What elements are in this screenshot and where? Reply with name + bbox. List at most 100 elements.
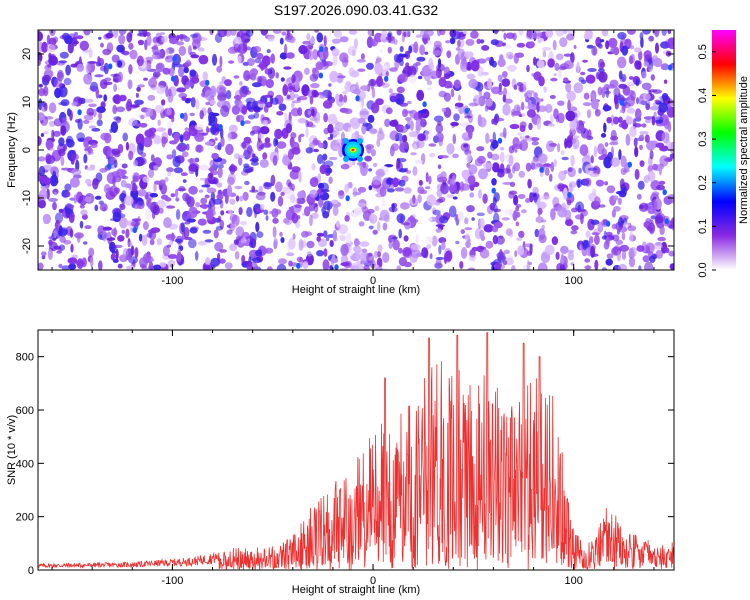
- heatmap-cell: [636, 245, 645, 252]
- heatmap-cell: [186, 196, 195, 208]
- heatmap-cell: [592, 188, 597, 196]
- heatmap-cell: [73, 194, 78, 204]
- heatmap-cell: [393, 53, 400, 63]
- heatmap-cell: [518, 30, 524, 36]
- heatmap-cell: [182, 130, 191, 141]
- heatmap-cell: [603, 83, 610, 91]
- heatmap-cell: [149, 239, 155, 246]
- heatmap-cell: [618, 149, 622, 161]
- heatmap-cell: [134, 123, 145, 127]
- heatmap-cell: [208, 201, 212, 212]
- heatmap-cell: [366, 36, 374, 49]
- heatmap-cell: [58, 208, 64, 213]
- heatmap-cell: [416, 56, 426, 62]
- heatmap-cell: [189, 51, 196, 57]
- heatmap-cell: [109, 241, 116, 253]
- heatmap-cell: [435, 224, 445, 228]
- heatmap-cell: [667, 64, 673, 71]
- heatmap-cell: [512, 210, 518, 222]
- heatmap-cell: [183, 66, 189, 74]
- heatmap-cell: [204, 141, 215, 146]
- heatmap-cell: [641, 123, 647, 128]
- heatmap-cell: [69, 197, 75, 201]
- heatmap-cell: [285, 32, 293, 41]
- heatmap-cell: [67, 41, 74, 54]
- heatmap-cell: [286, 94, 291, 100]
- heatmap-cell: [667, 104, 671, 109]
- heatmap-cell: [344, 215, 350, 222]
- heatmap-cell: [280, 237, 285, 243]
- heatmap-peak: [356, 138, 363, 144]
- heatmap-cell: [477, 155, 486, 164]
- heatmap-cell: [533, 92, 538, 99]
- heatmap-cell: [234, 153, 241, 160]
- heatmap-cell: [117, 71, 123, 83]
- heatmap-cell: [214, 137, 218, 141]
- heatmap-cell: [231, 214, 240, 227]
- heatmap-cell: [113, 116, 122, 121]
- heatmap-cell: [366, 62, 374, 70]
- heatmap-cell: [175, 209, 181, 220]
- heatmap-cell: [349, 246, 354, 257]
- heatmap-cell: [570, 154, 575, 167]
- heatmap-cell: [528, 30, 533, 39]
- heatmap-cell: [588, 236, 594, 244]
- heatmap-cell: [153, 264, 162, 270]
- heatmap-cell: [485, 97, 493, 107]
- heatmap-peak: [351, 148, 355, 152]
- heatmap-cell: [291, 147, 301, 155]
- heatmap-cell: [584, 265, 592, 270]
- heatmap-cell: [152, 204, 160, 216]
- heatmap-cell: [396, 213, 406, 224]
- heatmap-cell: [517, 194, 526, 199]
- heatmap-cell: [49, 147, 55, 152]
- heatmap-cell: [241, 254, 246, 265]
- heatmap-cell: [167, 254, 178, 259]
- heatmap-cell: [565, 219, 574, 227]
- heatmap-cell: [359, 100, 363, 108]
- heatmap-cell: [210, 191, 216, 202]
- heatmap-cell: [504, 98, 513, 104]
- heatmap-cell: [364, 155, 372, 162]
- heatmap-cell: [52, 201, 57, 211]
- heatmap-cell: [553, 73, 557, 77]
- heatmap-cell: [567, 167, 573, 173]
- heatmap-cell: [638, 50, 643, 61]
- heatmap-cell: [669, 153, 674, 159]
- heatmap-cell: [389, 67, 398, 72]
- heatmap-cell: [265, 247, 274, 254]
- heatmap-cell: [516, 42, 526, 48]
- heatmap-cell: [279, 37, 284, 45]
- heatmap-cell: [258, 61, 268, 70]
- heatmap-cell: [328, 156, 338, 161]
- heatmap-cell: [174, 238, 183, 243]
- heatmap-cell: [188, 185, 198, 195]
- heatmap-cell: [352, 191, 362, 196]
- heatmap-cell: [494, 261, 502, 270]
- heatmap-cell: [539, 166, 544, 173]
- heatmap-cell: [294, 204, 303, 208]
- heatmap-cell: [62, 116, 67, 126]
- heatmap-cell: [578, 167, 582, 174]
- heatmap-cell: [603, 230, 607, 239]
- heatmap-cell: [491, 178, 497, 186]
- heatmap-cell: [206, 126, 209, 134]
- heatmap-cell: [265, 215, 269, 221]
- heatmap-cell: [664, 218, 669, 225]
- heatmap-cell: [649, 140, 658, 145]
- heatmap-cell: [54, 87, 62, 99]
- heatmap-cell: [567, 99, 571, 112]
- snr-frame: [37, 329, 675, 571]
- heatmap-cell: [369, 213, 378, 224]
- heatmap-cell: [42, 213, 52, 225]
- heatmap-cell: [553, 159, 557, 167]
- heatmap-cell: [471, 246, 479, 252]
- heatmap-cell: [51, 129, 55, 140]
- colorbar: 0.0 0.1 0.2 0.3 0.4 0.5 Normalized spectral a…: [697, 30, 750, 278]
- heatmap-cell: [441, 107, 447, 112]
- heatmap-cell: [628, 76, 634, 80]
- heatmap-cell: [240, 120, 245, 127]
- heatmap-cell: [79, 220, 84, 229]
- heatmap-cell: [143, 221, 149, 231]
- heatmap-cell: [578, 76, 585, 83]
